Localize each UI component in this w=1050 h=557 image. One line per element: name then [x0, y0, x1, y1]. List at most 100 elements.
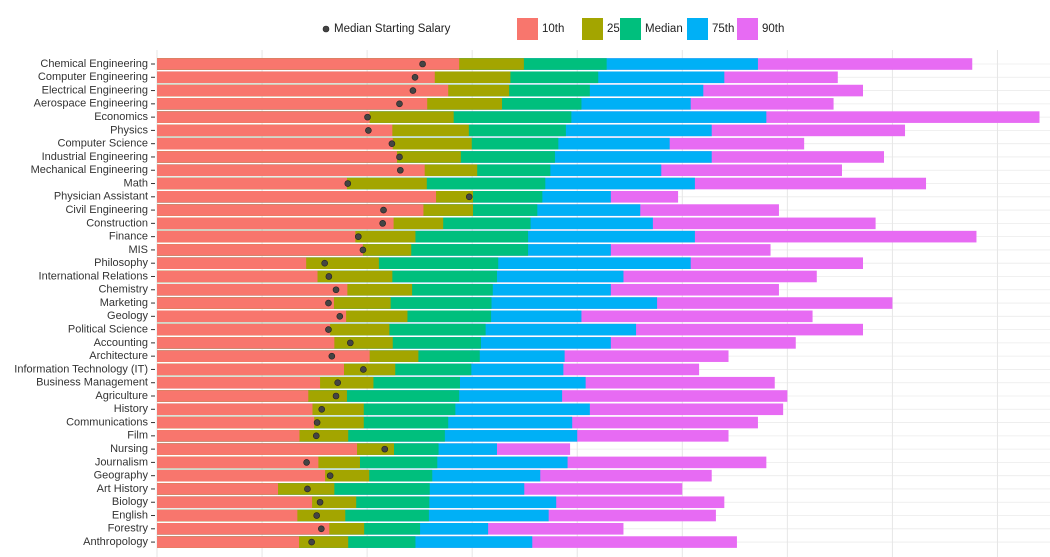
y-tick-label: Chemical Engineering	[40, 58, 148, 70]
median-start-dot	[332, 286, 340, 294]
bar	[157, 137, 393, 150]
bar	[157, 164, 425, 177]
y-tick-label: Biology	[112, 496, 149, 508]
legend-swatch	[582, 18, 603, 40]
median-start-dot	[359, 246, 367, 254]
median-start-dot	[381, 445, 389, 453]
legend-label: 10th	[542, 23, 564, 35]
median-start-dot	[347, 339, 354, 347]
median-start-dot	[303, 459, 310, 466]
y-tick-label: Civil Engineering	[65, 204, 148, 216]
y-tick-label: History	[114, 403, 149, 415]
legend-swatch	[620, 18, 641, 40]
median-start-dot	[321, 259, 328, 267]
y-tick-label: Electrical Engineering	[42, 84, 148, 96]
median-start-dot	[318, 525, 325, 533]
y-tick-label: Economics	[94, 111, 148, 123]
y-tick-label: International Relations	[39, 270, 149, 282]
median-start-dot	[316, 498, 324, 506]
bar	[157, 350, 370, 362]
median-start-dot	[332, 392, 340, 400]
median-start-dot	[325, 299, 332, 307]
median-start-dot	[388, 140, 396, 147]
y-tick-label: Marketing	[100, 297, 148, 309]
median-start-dot	[360, 366, 367, 373]
median-start-dot	[365, 127, 372, 134]
bar	[157, 509, 298, 522]
legend-dot	[322, 25, 330, 33]
bar	[157, 58, 460, 70]
y-tick-label: Communications	[66, 416, 148, 428]
bar	[157, 124, 393, 137]
bar	[157, 204, 424, 216]
y-tick-label: Film	[127, 430, 148, 442]
bar	[157, 523, 330, 535]
y-tick-label: Information Technology (IT)	[14, 363, 148, 375]
y-tick-label: Philosophy	[94, 257, 148, 269]
y-tick-label: Political Science	[68, 324, 148, 336]
median-start-dot	[397, 166, 404, 174]
y-tick-label: Geology	[107, 310, 148, 322]
bar	[157, 443, 358, 455]
y-tick-label: Forestry	[108, 523, 149, 535]
bar	[157, 230, 356, 243]
legend-label: 75th	[712, 23, 734, 35]
y-tick-label: Accounting	[94, 337, 148, 349]
median-start-dot	[396, 153, 403, 161]
bar	[157, 310, 347, 323]
legend-swatch	[517, 18, 538, 40]
bar	[157, 297, 334, 309]
bar	[157, 71, 435, 84]
median-start-dot	[308, 538, 315, 546]
bar	[157, 283, 348, 296]
bar	[157, 191, 437, 203]
median-start-dot	[313, 419, 321, 426]
y-tick-label: Agriculture	[95, 390, 148, 402]
median-start-dot	[334, 379, 342, 387]
bar	[157, 270, 318, 283]
bar	[157, 217, 394, 230]
median-start-dot	[336, 313, 344, 320]
bar	[157, 403, 313, 416]
y-tick-label: Art History	[97, 483, 149, 495]
y-tick-label: Geography	[94, 470, 149, 482]
legend: Median Starting Salary 10th 25th Median 75th…	[322, 18, 784, 40]
y-tick-label: Anthropology	[83, 536, 148, 548]
y-tick-label: Computer Science	[58, 138, 149, 150]
bar	[157, 177, 347, 190]
y-tick-label: Math	[124, 177, 148, 189]
median-start-dot	[379, 220, 386, 227]
bar	[157, 337, 335, 349]
median-start-dot	[364, 113, 371, 121]
median-start-dot	[328, 352, 336, 360]
y-tick-label: Computer Engineering	[38, 71, 148, 83]
median-start-dot	[312, 432, 320, 440]
y-tick-label: Nursing	[110, 443, 148, 455]
median-start-dot	[344, 180, 352, 187]
bar	[157, 111, 370, 123]
median-start-dot	[304, 485, 311, 493]
median-start-dot	[419, 60, 426, 68]
legend-label: Median	[645, 23, 683, 35]
bar	[157, 496, 313, 509]
bar	[157, 390, 309, 402]
median-start-dot	[313, 512, 320, 519]
y-tick-label: Mechanical Engineering	[31, 164, 148, 176]
legend-label: 90th	[762, 23, 784, 35]
bar	[157, 363, 345, 376]
bar	[157, 483, 279, 495]
legend-label: Median Starting Salary	[334, 23, 451, 35]
bar	[157, 469, 326, 482]
y-tick-label: Aerospace Engineering	[34, 98, 148, 110]
y-tick-label: Business Management	[36, 377, 148, 389]
median-start-dot	[409, 87, 417, 94]
bar	[157, 456, 319, 469]
y-tick-label: MIS	[128, 244, 148, 256]
median-start-dot	[411, 73, 419, 81]
bar	[157, 244, 363, 256]
y-tick-label: Construction	[86, 217, 148, 229]
y-tick-label: Physics	[110, 124, 148, 136]
bar	[157, 416, 315, 429]
median-start-dot	[318, 405, 326, 413]
